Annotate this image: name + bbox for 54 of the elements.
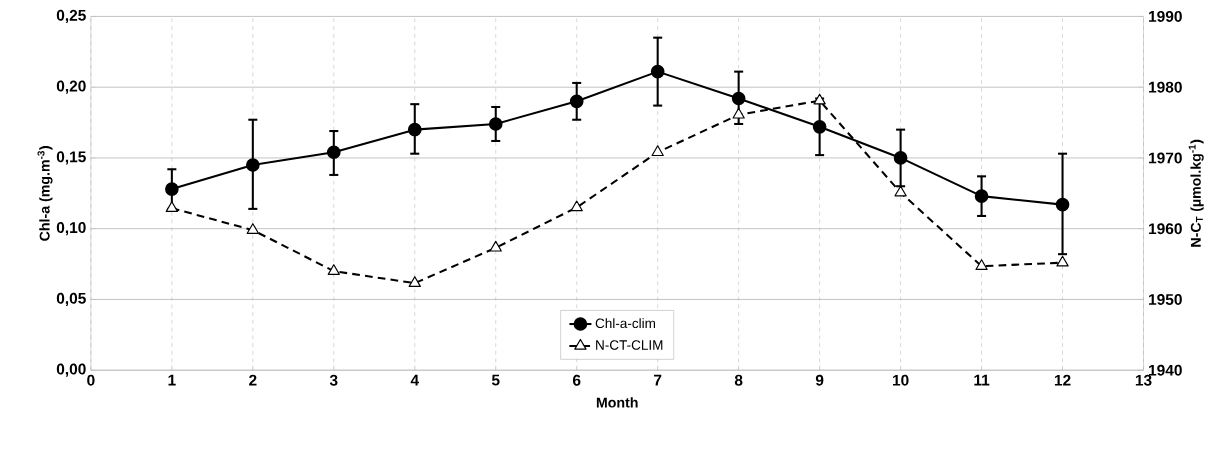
x-tick-label: 13 [1135,375,1152,386]
point [489,241,502,252]
point [327,264,340,276]
point [1056,255,1069,267]
point [975,259,988,271]
x-axis-title: Month [596,397,638,408]
y2-tick-label: 1970 [1149,152,1182,164]
x-tick-label: 11 [974,375,990,386]
point [408,276,421,288]
point [813,93,826,105]
x-tick-label: 7 [654,375,662,386]
y-tick-label: 0,15 [56,151,86,165]
point [165,201,179,213]
point [326,145,341,160]
y2-tick-label: 1960 [1149,223,1182,235]
point [650,65,665,79]
x-tick-label: 6 [572,375,581,386]
point [974,189,989,204]
point [165,182,179,197]
point [732,108,745,119]
point [812,120,827,134]
point [893,151,908,166]
x-tick-label: 1 [168,375,176,386]
y2-tick-label: 1940 [1149,364,1182,376]
point [1055,198,1070,212]
y-tick-label: 0,20 [56,80,86,95]
point [731,91,746,106]
x-tick-label: 3 [329,375,338,386]
point [246,223,259,235]
y-tick-label: 0,05 [56,293,86,307]
point [570,200,583,212]
x-tick-label: 0 [87,375,95,386]
x-tick-label: 9 [815,375,824,386]
x-tick-label: 12 [1054,375,1071,386]
x-tick-label: 5 [491,375,500,386]
y2-tick-label: 1980 [1149,81,1182,93]
y2-tick-label: 1990 [1149,11,1182,23]
point [407,123,422,137]
point [488,117,503,132]
y-axis-title: Chl-a (mg.m$^{-3}$) [37,146,53,242]
point [651,145,664,157]
x-tick-label: 4 [410,375,419,386]
legend-label: N-CT-CLIM [596,340,663,351]
y-tick-label: 0,10 [56,222,86,236]
y2-axis-title: N-C$_{T}$ (µmol.kg$^{-1}$) [1188,139,1204,247]
y2-tick-label: 1950 [1149,294,1182,306]
legend-label: Chl-a-clim [595,318,655,329]
point [569,94,584,109]
x-tick-label: 2 [249,375,257,386]
y-tick-label: 0,00 [56,363,86,378]
y-tick-label: 0,25 [56,10,86,24]
x-tick-label: 10 [892,375,909,386]
x-tick-label: 8 [734,375,743,386]
point [246,158,260,173]
